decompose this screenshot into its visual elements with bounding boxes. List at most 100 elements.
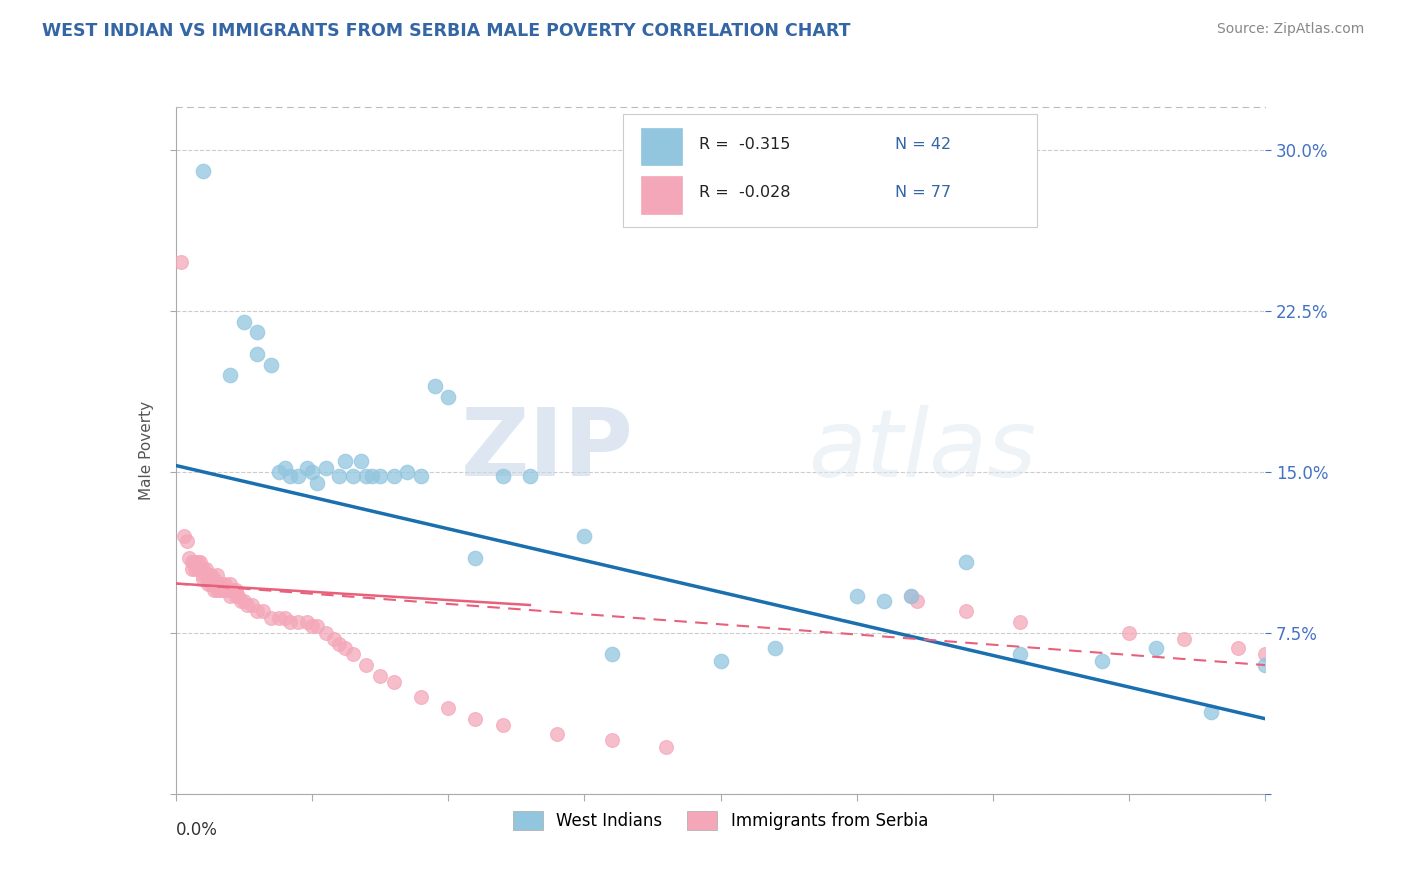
Point: [315, 460, 337, 475]
Point: [1010, 615, 1032, 630]
Point: [307, 619, 329, 633]
Text: 0.0%: 0.0%: [176, 822, 218, 839]
Point: [184, 555, 207, 569]
Text: R =  -0.315: R = -0.315: [699, 137, 790, 153]
Point: [873, 593, 896, 607]
Point: [191, 572, 214, 586]
Point: [333, 454, 356, 468]
Point: [191, 568, 214, 582]
Point: [246, 604, 269, 618]
Point: [356, 469, 378, 483]
Point: [409, 690, 432, 705]
Point: [194, 561, 217, 575]
Point: [1254, 658, 1277, 673]
Point: [350, 454, 373, 468]
Point: [368, 669, 391, 683]
Point: [252, 604, 274, 618]
Point: [492, 469, 515, 483]
Point: [900, 590, 922, 604]
Point: [295, 615, 318, 630]
Point: [188, 561, 211, 575]
Point: [301, 619, 323, 633]
Point: [315, 626, 337, 640]
Text: atlas: atlas: [807, 405, 1036, 496]
Y-axis label: Male Poverty: Male Poverty: [139, 401, 155, 500]
Point: [202, 582, 225, 597]
Point: [217, 582, 239, 597]
Point: [1144, 640, 1167, 655]
Point: [368, 469, 391, 483]
Point: [173, 529, 195, 543]
Point: [269, 465, 291, 479]
Point: [333, 640, 356, 655]
Point: [307, 475, 329, 490]
Text: R =  -0.028: R = -0.028: [699, 186, 790, 201]
Point: [179, 550, 201, 565]
Point: [232, 593, 254, 607]
Point: [278, 469, 301, 483]
Point: [191, 164, 214, 178]
FancyBboxPatch shape: [623, 114, 1036, 227]
Point: [208, 576, 231, 591]
Point: [955, 604, 977, 618]
Point: [1091, 654, 1114, 668]
Point: [546, 727, 568, 741]
Point: [219, 590, 242, 604]
Point: [231, 593, 253, 607]
Point: [235, 598, 257, 612]
Point: [600, 648, 623, 662]
Point: [295, 460, 318, 475]
Point: [202, 572, 225, 586]
Text: Source: ZipAtlas.com: Source: ZipAtlas.com: [1216, 22, 1364, 37]
Point: [246, 326, 269, 340]
Point: [194, 568, 217, 582]
Point: [409, 469, 432, 483]
Point: [763, 640, 786, 655]
Point: [356, 658, 378, 673]
Point: [342, 648, 364, 662]
Point: [197, 576, 219, 591]
Point: [1010, 648, 1032, 662]
Point: [269, 611, 291, 625]
Point: [600, 733, 623, 747]
Point: [301, 465, 323, 479]
Point: [710, 654, 733, 668]
Point: [240, 598, 263, 612]
Point: [274, 611, 297, 625]
Point: [197, 568, 219, 582]
Point: [184, 561, 207, 575]
Point: [211, 582, 233, 597]
Point: [322, 632, 344, 647]
Point: [214, 582, 236, 597]
Point: [900, 590, 922, 604]
Point: [845, 590, 868, 604]
Text: WEST INDIAN VS IMMIGRANTS FROM SERBIA MALE POVERTY CORRELATION CHART: WEST INDIAN VS IMMIGRANTS FROM SERBIA MA…: [42, 22, 851, 40]
Point: [423, 379, 446, 393]
Point: [181, 555, 204, 569]
Point: [905, 593, 928, 607]
Point: [246, 347, 269, 361]
Point: [181, 561, 204, 575]
Point: [1173, 632, 1195, 647]
Point: [211, 576, 233, 591]
Text: N = 77: N = 77: [896, 186, 950, 201]
Point: [225, 590, 247, 604]
Point: [1118, 626, 1140, 640]
Point: [200, 576, 222, 591]
Point: [437, 701, 460, 715]
Point: [219, 368, 242, 383]
Point: [188, 555, 211, 569]
Point: [222, 582, 245, 597]
Point: [208, 582, 231, 597]
Point: [955, 555, 977, 569]
Point: [396, 465, 419, 479]
Point: [232, 315, 254, 329]
Point: [1254, 648, 1277, 662]
Bar: [641, 176, 682, 213]
Point: [464, 550, 486, 565]
Point: [260, 611, 283, 625]
Point: [1227, 640, 1250, 655]
Point: [191, 561, 214, 575]
Bar: [641, 128, 682, 165]
Point: [328, 637, 350, 651]
